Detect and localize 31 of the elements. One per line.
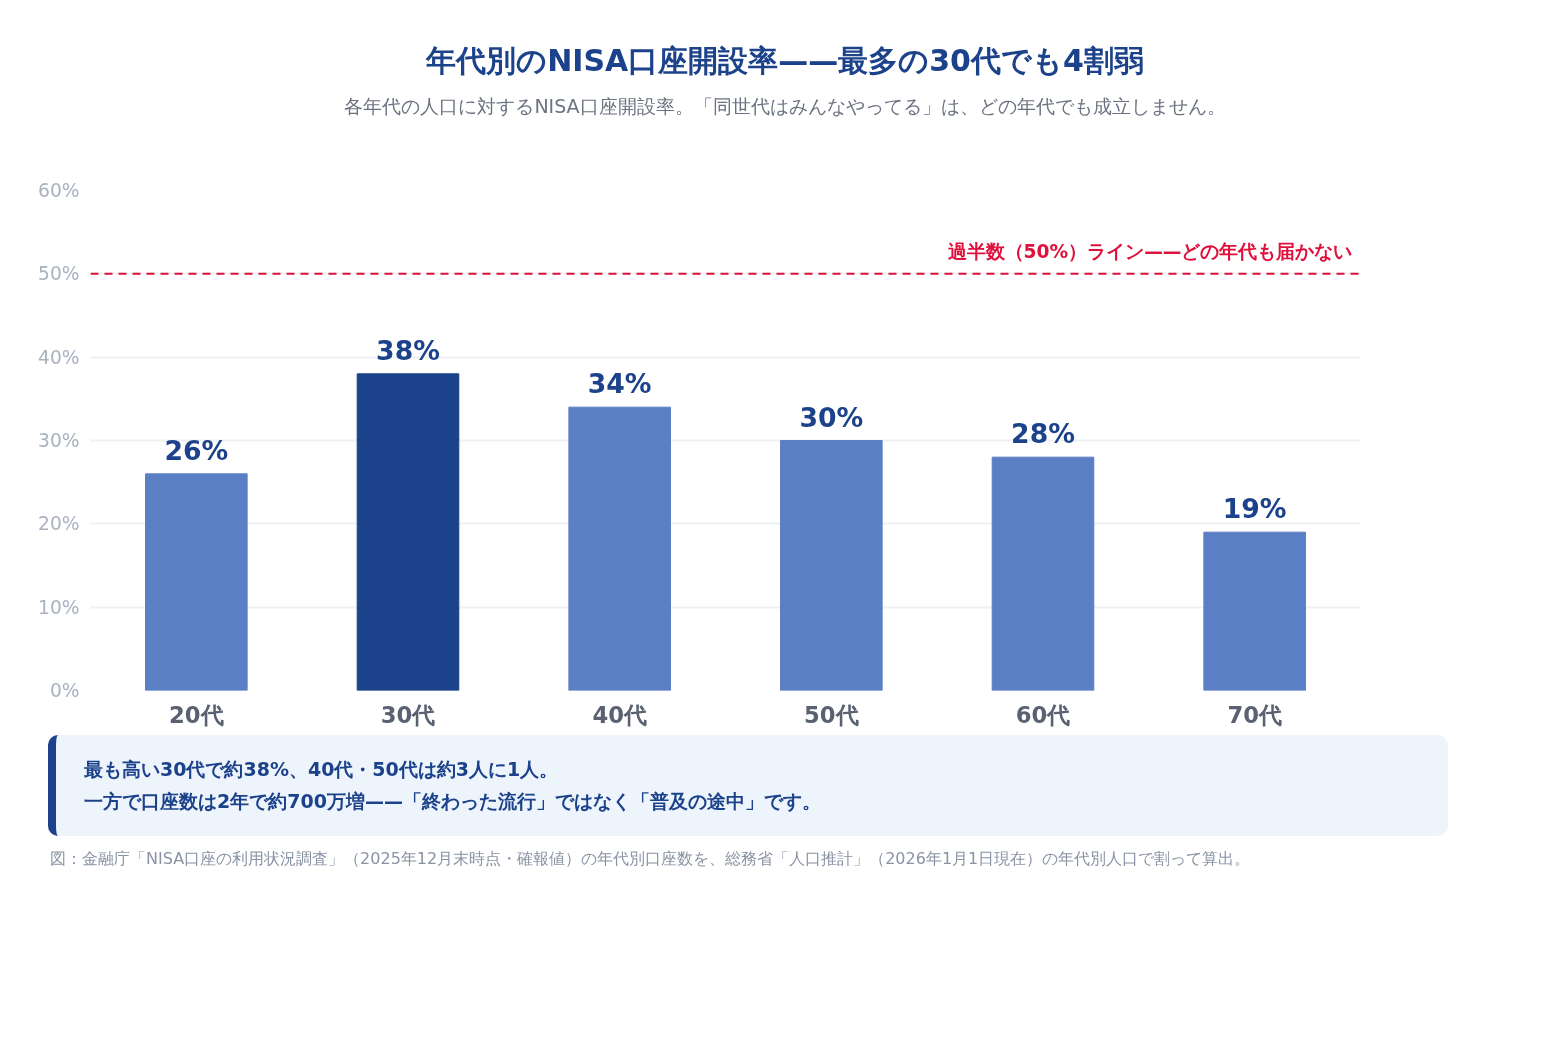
bar <box>1203 531 1306 691</box>
x-tick-label: 40代 <box>592 701 647 728</box>
data-label: 19% <box>1222 493 1287 525</box>
bar <box>568 406 671 691</box>
x-tick-label: 20代 <box>169 701 224 728</box>
ref-line-label: 過半数（50%）ライン——どの年代も届かない <box>946 240 1353 262</box>
y-tick-label: 20% <box>38 513 80 535</box>
bar <box>991 456 1095 691</box>
data-label: 38% <box>376 334 440 366</box>
chart-title: 年代別のNISA口座開設率——最多の30代でも4割弱 <box>426 42 1144 80</box>
x-tick-label: 60代 <box>1015 701 1071 728</box>
chart-subtitle: 各年代の人口に対するNISA口座開設率。「同世代はみんなやってる」は、どの年代でも成立しません。 <box>344 93 1226 119</box>
y-tick-label: 60% <box>38 179 80 201</box>
data-label: 26% <box>164 434 229 466</box>
y-tick-label: 40% <box>38 346 80 368</box>
x-tick-label: 70代 <box>1227 701 1282 728</box>
x-tick-label: 50代 <box>804 701 859 728</box>
text: 一方で口座数は2年で約700万増——「終わった流行」ではなく「普及の途中」です。 <box>84 789 821 815</box>
text: 最も高い30代で約38%、40代・50代は約3人に1人。 <box>84 757 560 782</box>
data-label: 28% <box>1011 418 1075 450</box>
y-tick-label: 30% <box>38 429 80 451</box>
data-label: 34% <box>587 368 652 400</box>
data-label: 30% <box>799 401 864 433</box>
bar <box>145 473 248 691</box>
y-tick-label: 50% <box>38 263 80 285</box>
text: 図：金融庁「NISA口座の利用状況調査」（2025年12月末時点・確報値）の年代別口座数を、総務省「人口推計」（2026年1月1日現在）の年代別人口で割って算出。 <box>50 847 1251 870</box>
bar <box>356 373 460 691</box>
bar <box>780 439 883 691</box>
x-tick-label: 30代 <box>380 701 436 728</box>
y-tick-label: 10% <box>38 596 80 618</box>
y-tick-label: 0% <box>49 679 80 701</box>
